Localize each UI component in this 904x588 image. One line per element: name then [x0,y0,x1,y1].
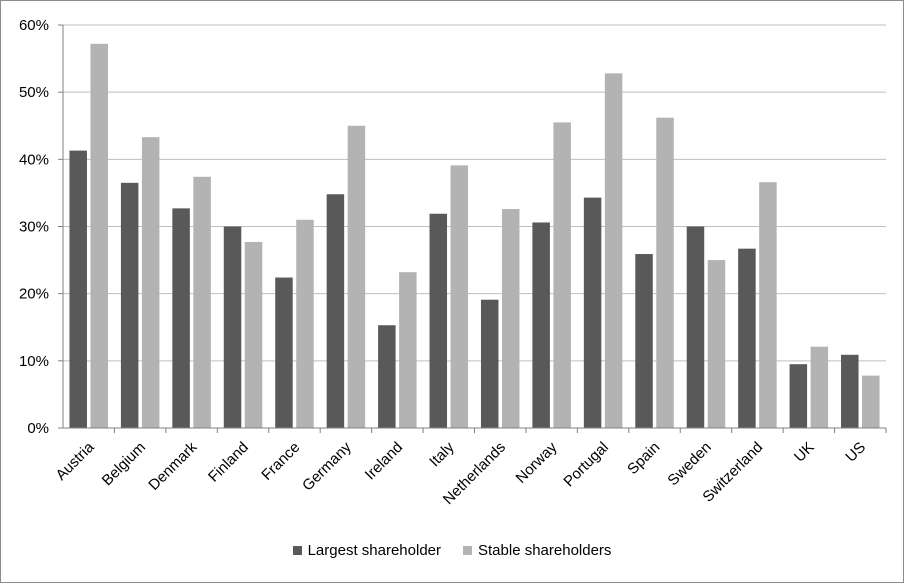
bar-largest-switzerland [738,248,756,428]
bar-stable-belgium [141,137,160,428]
bar-stable-us [862,375,880,428]
y-tick-label: 30% [19,219,49,236]
bar-largest-denmark [172,208,190,428]
bar-stable-norway [553,122,571,429]
legend-swatch-stable [463,546,472,555]
bar-largest-portugal [583,197,602,428]
bar-largest-norway [532,222,550,428]
bar-stable-france [296,219,314,428]
bar-stable-uk [810,346,829,428]
y-tick-label: 60% [19,17,49,34]
y-tick-labels: 0% 10% 20% 30% 40% 50% 60% [19,17,49,437]
y-tick-label: 50% [19,84,49,101]
bar-stable-portugal [604,73,623,429]
y-tick-label: 0% [27,420,49,437]
legend-label-largest: Largest shareholder [307,542,441,559]
legend-item-stable-shareholders: Stable shareholders [463,542,611,559]
bar-largest-sweden [686,226,705,428]
bar-stable-finland [244,241,263,428]
bar-stable-italy [450,165,469,428]
bar-largest-ireland [378,325,396,428]
bar-largest-spain [635,254,653,428]
bar-largest-austria [69,150,87,428]
bar-largest-france [275,277,293,428]
legend-item-largest-shareholder: Largest shareholder [292,542,441,559]
y-tick-label: 40% [19,151,49,168]
bar-largest-finland [223,226,242,428]
bar-stable-denmark [193,176,211,428]
bar-largest-uk [789,364,808,428]
legend-swatch-largest [292,546,302,555]
bar-largest-germany [326,194,345,428]
axes [58,24,887,433]
bar-largest-us [841,354,859,428]
y-tick-label: 20% [19,286,49,303]
bar-stable-ireland [399,272,417,428]
bar-largest-netherlands [480,299,499,428]
bar-largest-italy [429,213,448,428]
bar-stable-switzerland [759,182,777,428]
legend-label-stable: Stable shareholders [478,542,612,559]
bar-largest-belgium [120,182,139,428]
bar-stable-spain [656,117,674,428]
bars [69,43,880,429]
bar-stable-austria [90,43,108,428]
bar-stable-netherlands [501,209,520,428]
bar-stable-sweden [707,260,726,428]
bar-stable-germany [347,125,366,428]
y-tick-label: 10% [19,353,49,370]
legend: Largest shareholder Stable shareholders [0,542,904,559]
